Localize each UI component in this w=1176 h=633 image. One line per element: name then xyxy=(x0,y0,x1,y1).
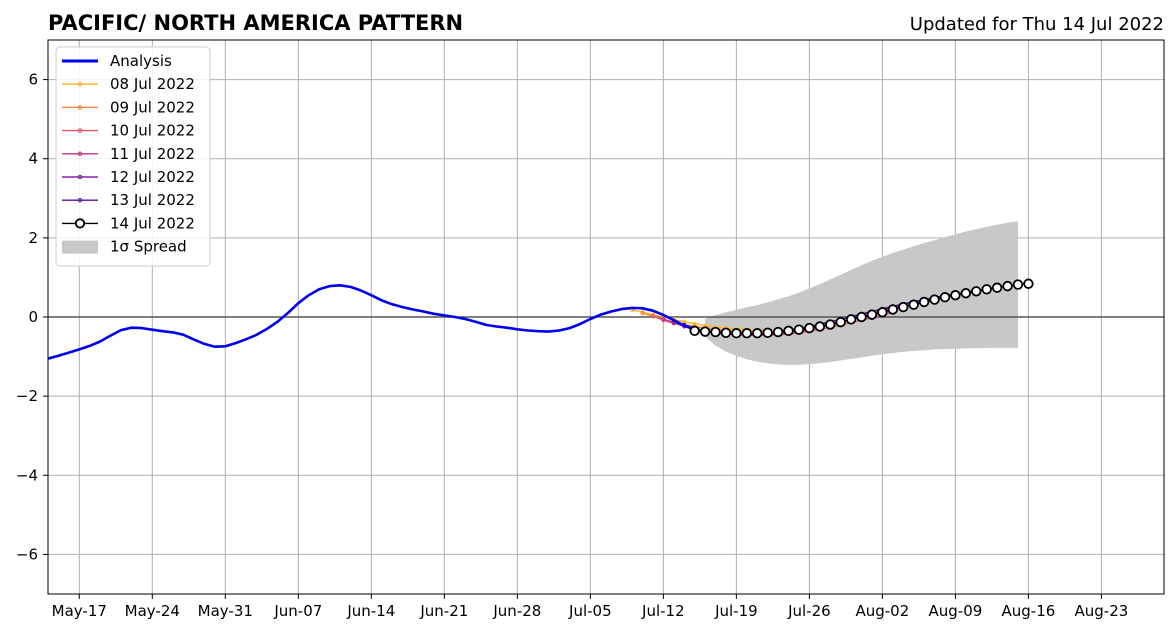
chart-subtitle: Updated for Thu 14 Jul 2022 xyxy=(910,14,1164,35)
x-tick-label: Aug-09 xyxy=(929,602,983,620)
latest-forecast-point xyxy=(929,294,940,305)
x-tick-label: Jul-26 xyxy=(787,602,831,620)
y-tick-label: 6 xyxy=(28,71,38,89)
latest-forecast-point xyxy=(898,301,909,313)
latest-forecast-point xyxy=(866,309,878,320)
y-tick-label: −6 xyxy=(16,545,38,563)
x-tick-label: May-31 xyxy=(198,602,253,620)
latest-forecast-point xyxy=(877,307,888,318)
y-axis: −6 −4 −2 0 2 4 6 xyxy=(16,71,48,563)
y-tick-label: 2 xyxy=(28,229,38,247)
forecast-point xyxy=(661,316,666,322)
forecast-point xyxy=(640,310,645,316)
latest-forecast-point xyxy=(741,328,753,339)
plot-area: May-17 May-24 May-31 Jun-07 Jun-14 Jun-21 Jun-… xyxy=(16,39,1165,620)
legend-box xyxy=(55,46,211,267)
legend-marker xyxy=(74,218,86,229)
x-tick-label: Jun-21 xyxy=(419,602,468,620)
x-tick-label: Jul-12 xyxy=(641,602,685,620)
latest-forecast-point xyxy=(710,326,721,338)
latest-forecast-point xyxy=(856,311,867,323)
latest-forecast-point xyxy=(1002,280,1013,292)
legend: Analysis 08 Jul 2022 09 Jul 2022 10 Jul 202… xyxy=(55,46,211,267)
latest-forecast-point xyxy=(825,319,836,330)
legend-entry: Analysis xyxy=(62,52,172,70)
y-tick-label: −4 xyxy=(16,466,38,484)
latest-forecast-point xyxy=(950,290,961,301)
legend-label: 11 Jul 2022 xyxy=(110,145,195,163)
latest-forecast-point xyxy=(939,292,951,303)
legend-marker xyxy=(77,105,83,110)
legend-entry: 10 Jul 2022 xyxy=(62,122,195,140)
latest-forecast-point xyxy=(981,284,992,295)
latest-forecast-point xyxy=(991,282,1003,293)
x-tick-label: Aug-23 xyxy=(1075,602,1129,620)
legend-label: 1σ Spread xyxy=(110,238,187,256)
x-tick-label: Jun-14 xyxy=(346,602,395,620)
legend-entry: 11 Jul 2022 xyxy=(62,145,195,163)
legend-marker xyxy=(77,151,83,157)
latest-forecast-point xyxy=(835,316,846,328)
legend-swatch xyxy=(62,240,98,254)
legend-label: 13 Jul 2022 xyxy=(110,191,195,209)
latest-forecast-point xyxy=(793,324,805,335)
latest-forecast-point xyxy=(960,288,972,299)
chart-title: PACIFIC/ NORTH AMERICA PATTERN xyxy=(48,11,463,35)
x-axis: May-17 May-24 May-31 Jun-07 Jun-14 Jun-21 Jun-… xyxy=(52,594,1129,620)
legend-entry: 14 Jul 2022 xyxy=(62,214,195,232)
legend-label: Analysis xyxy=(110,52,172,70)
latest-forecast-point xyxy=(1012,279,1024,290)
y-tick-label: 4 xyxy=(28,150,38,168)
y-tick-label: 0 xyxy=(28,308,38,326)
legend-label: 14 Jul 2022 xyxy=(110,214,195,232)
latest-forecast-point xyxy=(814,321,826,332)
legend-label: 12 Jul 2022 xyxy=(110,168,195,186)
latest-forecast-point xyxy=(887,304,899,315)
latest-forecast-point xyxy=(720,327,732,339)
x-tick-label: May-24 xyxy=(125,602,180,620)
legend-marker xyxy=(77,128,83,133)
latest-forecast-point xyxy=(752,328,763,339)
latest-forecast-point xyxy=(804,322,815,334)
x-tick-label: Aug-02 xyxy=(855,602,909,620)
latest-forecast-point xyxy=(731,328,742,339)
legend-entry: 08 Jul 2022 xyxy=(62,75,195,93)
x-tick-label: Aug-16 xyxy=(1002,602,1056,620)
legend-marker xyxy=(77,174,83,180)
legend-entry: 13 Jul 2022 xyxy=(62,191,195,209)
latest-forecast-series xyxy=(689,278,1034,339)
legend-label: 10 Jul 2022 xyxy=(110,122,195,140)
latest-forecast-point xyxy=(845,314,857,325)
latest-forecast-point xyxy=(1023,278,1034,289)
legend-label: 09 Jul 2022 xyxy=(110,98,195,116)
x-tick-label: Jul-05 xyxy=(568,602,612,620)
legend-entry: 09 Jul 2022 xyxy=(62,98,195,116)
latest-forecast-point xyxy=(762,327,773,339)
latest-forecast-point xyxy=(699,326,711,337)
forecast-point xyxy=(650,314,656,319)
legend-entry: 12 Jul 2022 xyxy=(62,168,195,186)
latest-forecast-point xyxy=(772,326,784,338)
legend-marker xyxy=(77,81,83,87)
latest-forecast-point xyxy=(971,286,982,297)
latest-forecast-point xyxy=(908,299,919,310)
legend-entry: 1σ Spread xyxy=(62,238,187,256)
x-tick-label: Jun-28 xyxy=(492,602,541,620)
legend-label: 08 Jul 2022 xyxy=(110,75,195,93)
latest-forecast-point xyxy=(689,325,700,337)
x-tick-label: Jul-19 xyxy=(714,602,758,620)
latest-forecast-point xyxy=(783,325,794,337)
y-tick-label: −2 xyxy=(16,387,38,405)
latest-forecast-point xyxy=(918,296,930,308)
analysis-line xyxy=(48,283,696,360)
x-tick-label: Jun-07 xyxy=(273,602,322,620)
legend-marker xyxy=(77,197,83,203)
x-tick-label: May-17 xyxy=(52,602,107,620)
spread-band xyxy=(705,221,1018,365)
data-layer xyxy=(48,221,1164,365)
